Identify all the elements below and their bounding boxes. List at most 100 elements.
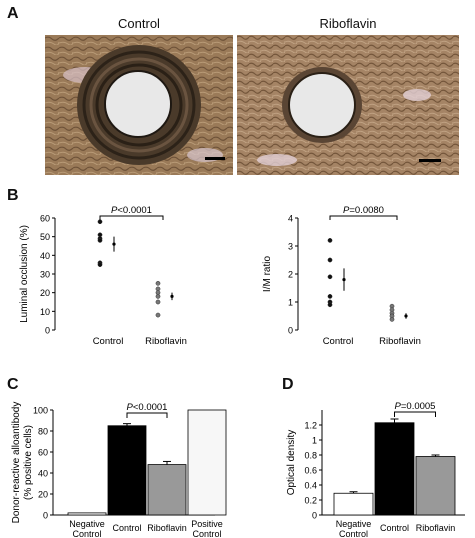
p-symbol: P	[343, 205, 350, 216]
panel-letter-b: B	[7, 187, 19, 204]
y-tick-label: 10	[40, 307, 50, 317]
x-category-label: Negative	[69, 519, 105, 529]
y-tick-label: 0	[288, 326, 293, 336]
x-category-label: Riboflavin	[147, 523, 187, 533]
data-point	[389, 317, 395, 322]
scale-bar	[419, 159, 441, 162]
bar	[374, 422, 415, 516]
y-tick-label: 3	[288, 242, 293, 252]
x-category-label: Control	[72, 529, 101, 538]
y-tick-label: 0.4	[304, 481, 317, 491]
significance-bracket	[126, 412, 168, 418]
y-tick-label: 20	[40, 288, 50, 298]
data-point	[327, 238, 333, 243]
data-point	[155, 280, 161, 286]
bar	[187, 409, 227, 516]
x-category-label: Control	[93, 336, 124, 347]
mean-marker	[342, 278, 346, 282]
y-tick-label: 60	[38, 448, 48, 458]
vessel-lumen	[288, 72, 356, 138]
x-category-label: Riboflavin	[416, 523, 456, 533]
chart-optical-density: 0 0.2 0.4 0.6 0.8 1 1.2 Optical density Negative…	[286, 401, 465, 538]
y-tick-label: 80	[38, 427, 48, 437]
y-tick-label: 30	[40, 270, 50, 280]
micrograph-riboflavin	[237, 35, 459, 175]
data-point	[97, 262, 103, 268]
p-value: <0.0001	[117, 205, 152, 216]
p-value: =0.0005	[401, 401, 436, 412]
mean-marker	[404, 314, 408, 318]
panel-letter-a: A	[7, 5, 19, 22]
y-tick-label: 0	[43, 511, 48, 521]
bar	[415, 456, 456, 516]
y-tick-label: 50	[40, 232, 50, 242]
p-symbol: P	[127, 402, 134, 413]
y-tick-label: 0.8	[304, 451, 317, 461]
x-category-label: Control	[339, 529, 368, 538]
y-axis-label: I/M ratio	[262, 256, 273, 293]
y-tick-label: 40	[38, 469, 48, 479]
y-tick-label: 60	[40, 214, 50, 224]
mean-marker	[112, 242, 116, 246]
bar	[333, 492, 374, 516]
x-category-label: Negative	[336, 519, 372, 529]
y-tick-label: 0.2	[304, 496, 317, 506]
bar	[107, 425, 147, 516]
p-value-label: P<0.0001	[127, 402, 168, 413]
y-tick-label: 20	[38, 490, 48, 500]
p-value: =0.0080	[349, 205, 384, 216]
vessel-lumen	[104, 70, 172, 138]
data-point	[155, 294, 161, 299]
y-tick-label: 0	[312, 511, 317, 521]
y-tick-label: 1.2	[304, 421, 317, 431]
p-value-label: P<0.0001	[111, 205, 152, 216]
micrograph-label-control: Control	[118, 16, 160, 31]
x-category-label: Riboflavin	[145, 336, 187, 347]
bar	[67, 512, 107, 516]
x-category-label: Control	[192, 529, 221, 538]
p-symbol: P	[395, 401, 402, 412]
y-tick-label: 1	[312, 436, 317, 446]
y-tick-label: 100	[33, 406, 48, 416]
chart-im-ratio: 0 1 2 3 4 I/M ratio Control Riboflavin P=0.0080	[262, 205, 421, 347]
p-value: <0.0001	[133, 402, 168, 413]
y-tick-label: 4	[288, 214, 293, 224]
panel-letter-c: C	[7, 376, 19, 393]
y-axis-label: Optical density	[286, 430, 297, 496]
data-point	[97, 219, 103, 225]
y-tick-label: 1	[288, 298, 293, 308]
x-category-label: Positive	[191, 519, 223, 529]
p-value-label: P=0.0005	[395, 401, 436, 412]
panel-letter-d: D	[282, 376, 294, 393]
bar	[147, 464, 187, 516]
y-axis-label: Donor-reactive alloantibody	[11, 402, 22, 524]
y-tick-label: 0	[45, 326, 50, 336]
x-category-label: Control	[112, 523, 141, 533]
p-value-label: P=0.0080	[343, 205, 384, 216]
chart-alloantibody: 0 20 40 60 80 100 Donor-reactive alloantibody(…	[11, 402, 227, 538]
micrograph-control	[45, 35, 233, 175]
significance-bracket	[329, 215, 398, 220]
data-point	[327, 257, 333, 263]
significance-bracket	[394, 411, 436, 417]
y-tick-label: 2	[288, 270, 293, 280]
y-tick-label: 40	[40, 251, 50, 261]
data-point	[155, 299, 161, 305]
scale-bar	[205, 157, 225, 160]
data-point	[327, 302, 333, 308]
data-point	[327, 274, 333, 280]
data-point	[155, 312, 161, 318]
y-tick-label: 0.6	[304, 466, 317, 476]
chart-luminal-occlusion: 0 10 20 30 40 50 60 Luminal occlusion (%) Contro…	[19, 205, 187, 347]
y-axis-label: Luminal occlusion (%)	[19, 225, 30, 323]
x-category-label: Control	[380, 523, 409, 533]
significance-bracket	[99, 215, 164, 220]
micrograph-label-riboflavin: Riboflavin	[319, 16, 377, 31]
y-axis-label: (% positive cells)	[23, 425, 34, 500]
data-point	[327, 294, 333, 299]
p-symbol: P	[111, 205, 118, 216]
data-point	[97, 238, 103, 243]
x-category-label: Riboflavin	[379, 336, 421, 347]
mean-marker	[170, 294, 174, 298]
